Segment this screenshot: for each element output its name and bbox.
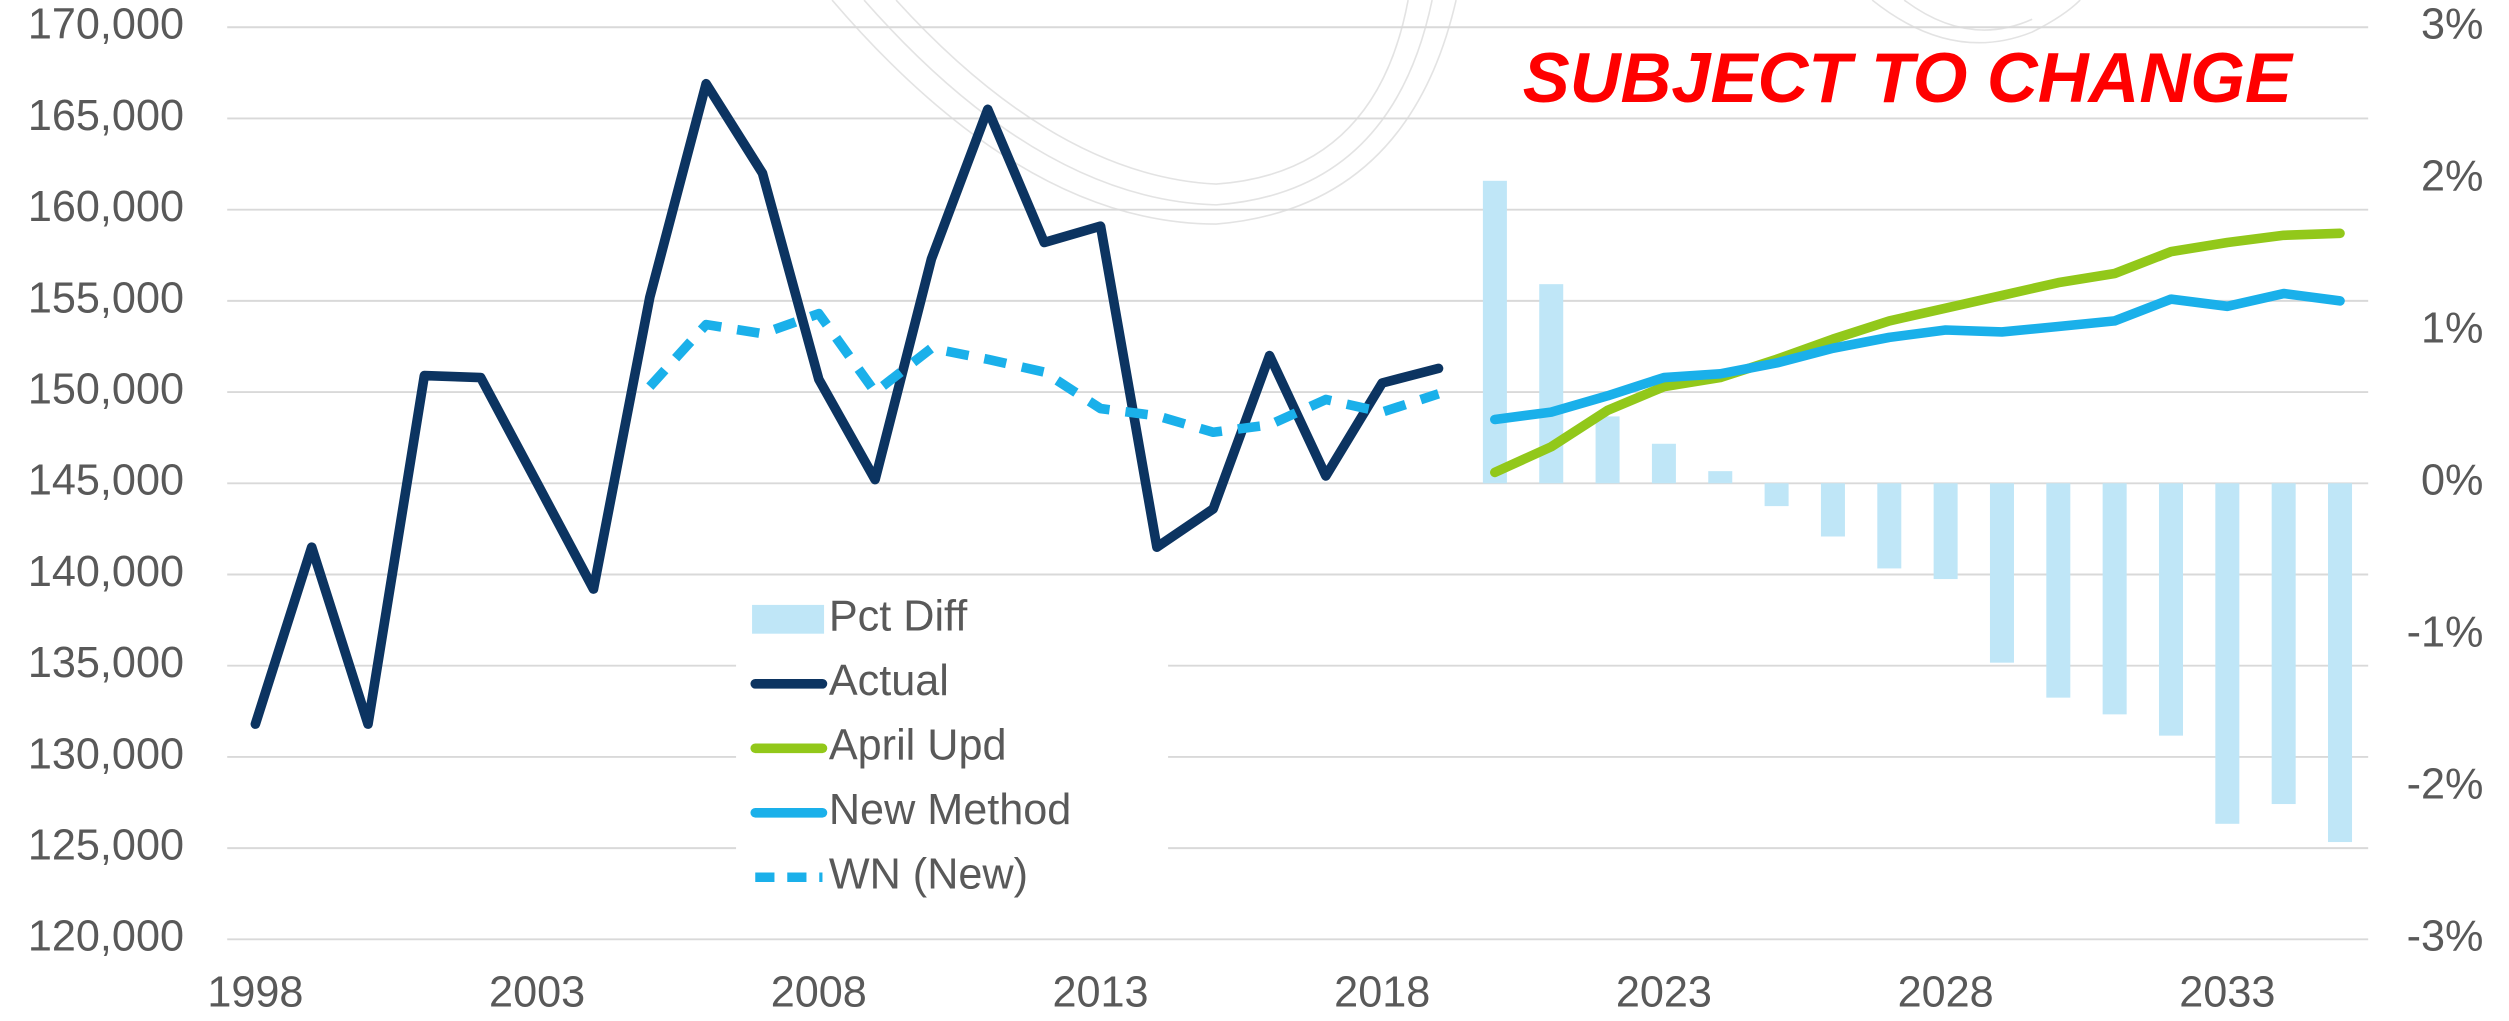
x-tick-label: 2008 [771,969,867,1017]
y-tick-label: 140,000 [28,548,184,596]
bar [1708,471,1733,484]
y-tick-label: 165,000 [28,92,184,140]
y-tick-label: 120,000 [28,913,184,961]
bar [1989,483,2014,663]
line [1490,288,2345,425]
bar [2158,483,2183,736]
y2-tick-label: -3% [2407,913,2484,961]
bar [1482,180,1507,484]
y2-tick-label: -2% [2407,761,2484,809]
grid: 120,000 125,000 130,000 135,000 140,000 145,0… [28,1,2484,1017]
x-tick-label: 2013 [1052,969,1148,1017]
line [1490,228,2345,478]
y-tick-label: 135,000 [28,639,184,687]
bar [1595,416,1620,484]
y-tick-label: 150,000 [28,365,184,413]
bar [1877,483,1902,569]
y2-tick-label: 2% [2421,153,2483,201]
y2-tick-label: -1% [2407,609,2484,657]
y-tick-label: 130,000 [28,730,184,778]
bar [2215,483,2240,824]
legend-label: New Method [829,786,1071,834]
x-tick-label: 2033 [2179,969,2275,1017]
bar [1820,483,1845,537]
plot [250,78,2353,843]
x-tick-label: 2023 [1616,969,1712,1017]
x-tick-label: 2028 [1898,969,1994,1017]
bar [2102,483,2127,715]
y-tick-label: 160,000 [28,183,184,231]
bar [2046,483,2071,698]
legend-label: Pct Diff [829,593,968,641]
y-tick-label: 155,000 [28,274,184,322]
legend-label: April Upd [829,722,1007,770]
decor [831,0,2081,225]
bar [2328,483,2353,843]
x-tick-label: 2003 [489,969,585,1017]
x-tick-label: 2018 [1334,969,1430,1017]
y-tick-label: 145,000 [28,457,184,505]
bar [2271,483,2296,805]
legend-label: Actual [829,657,949,705]
bar [1933,483,1958,580]
y-tick-label: 170,000 [28,1,184,49]
line [646,308,1440,438]
legend-label: WN (New) [829,851,1028,899]
legend-swatch [752,604,825,634]
chart-title: SUBJECT TO CHANGE [1523,38,2294,117]
legend: Pct Diff Actual April Upd New Method WN (New… [750,593,1071,899]
y2-tick-label: 0% [2421,457,2483,505]
y-tick-label: 125,000 [28,822,184,870]
x-tick-label: 1998 [207,969,303,1017]
y2-tick-label: 3% [2421,1,2483,49]
bar [1651,443,1676,484]
y2-tick-label: 1% [2421,305,2483,353]
bar [1764,483,1789,507]
